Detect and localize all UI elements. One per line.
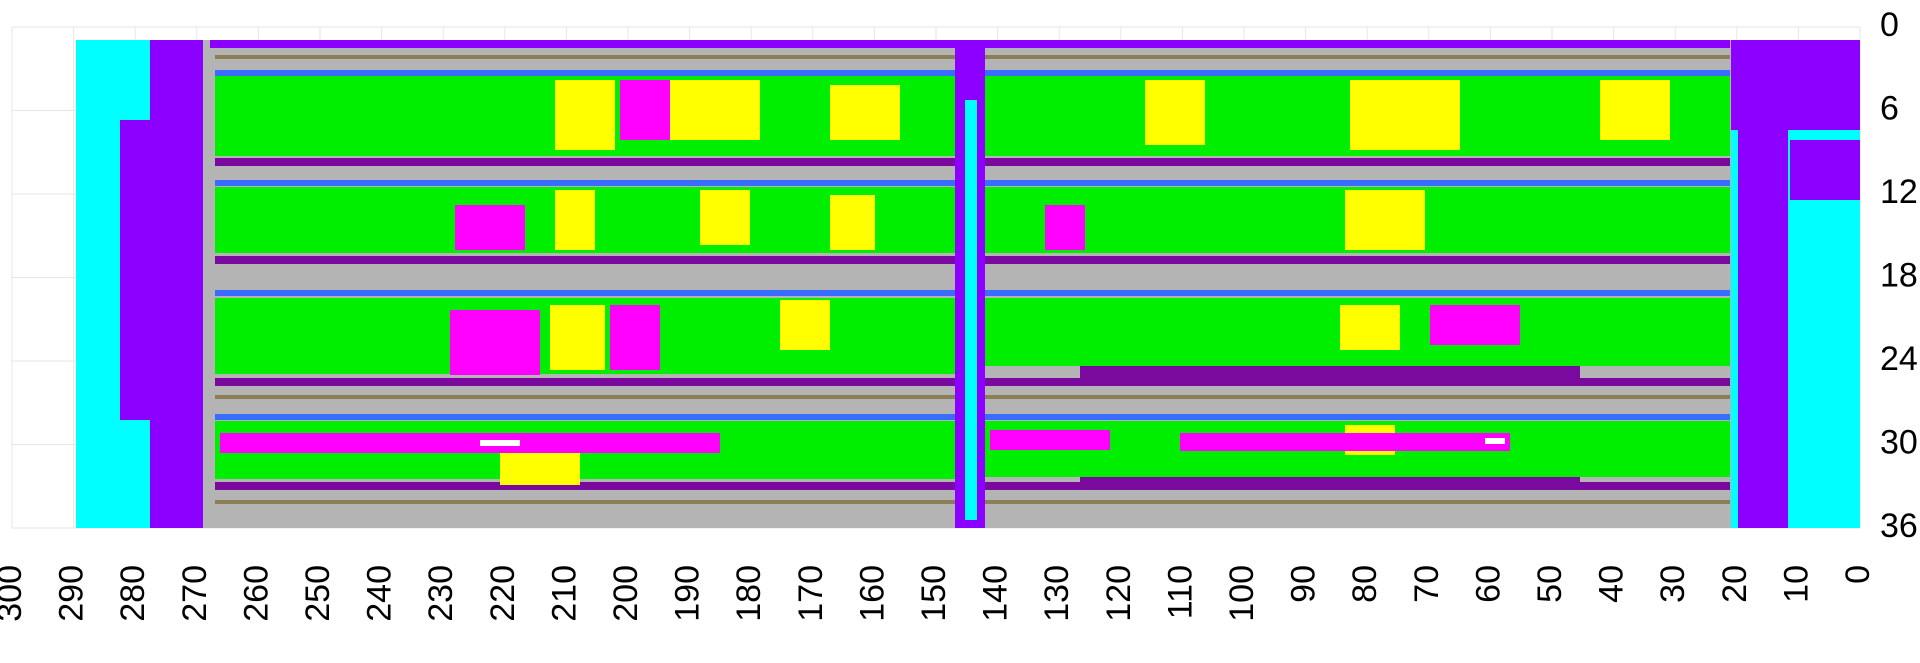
y-tick-label: 6 [1880,89,1899,127]
x-tick-label: 30 [1654,565,1692,603]
x-tick-label: 190 [669,565,707,622]
raster-block [480,440,520,446]
raster-block [1430,305,1520,345]
y-tick-label: 36 [1880,507,1918,545]
x-tick-label: 210 [545,565,583,622]
raster-block [555,80,615,150]
x-tick-label: 200 [607,565,645,622]
x-tick-label: 70 [1408,565,1446,603]
x-tick-label: 270 [176,565,214,622]
raster-block [965,100,977,520]
x-tick-label: 140 [977,565,1015,622]
raster-block [1145,80,1205,145]
x-tick-label: 220 [484,565,522,622]
x-tick-label: 40 [1593,565,1631,603]
raster-block [1600,80,1670,140]
x-tick-label: 0 [1839,565,1877,584]
x-tick-label: 170 [792,565,830,622]
raster-block [1180,433,1510,451]
raster-block [670,80,760,140]
chart: 0612182430363002902802702602502402302202… [0,0,1920,663]
raster-block [830,85,900,140]
raster-block [990,430,1110,450]
raster-block [1485,438,1505,444]
raster-block [1738,40,1788,528]
x-tick-label: 50 [1531,565,1569,603]
x-tick-label: 100 [1223,565,1261,622]
raster-block [1045,205,1085,250]
raster-image [76,40,1860,528]
x-tick-label: 10 [1777,565,1815,603]
x-tick-label: 80 [1346,565,1384,603]
raster-block [450,310,540,375]
x-tick-label: 20 [1716,565,1754,603]
y-tick-label: 24 [1880,340,1918,378]
raster-block [550,305,605,370]
x-tick-label: 260 [237,565,275,622]
x-tick-label: 300 [0,565,29,622]
raster-block [220,433,720,453]
raster-block [780,300,830,350]
raster-block [1350,80,1460,150]
x-tick-label: 90 [1285,565,1323,603]
x-tick-label: 130 [1038,565,1076,622]
x-tick-label: 230 [422,565,460,622]
raster-block [555,190,595,250]
y-tick-label: 0 [1880,6,1899,44]
x-tick-label: 280 [114,565,152,622]
x-tick-label: 290 [53,565,91,622]
x-tick-label: 240 [361,565,399,622]
raster-block [1345,190,1425,250]
raster-block [500,450,580,485]
y-tick-label: 18 [1880,256,1918,294]
raster-block [455,205,525,250]
raster-block [620,80,670,140]
y-tick-label: 12 [1880,173,1918,211]
x-tick-label: 120 [1100,565,1138,622]
x-tick-label: 160 [853,565,891,622]
x-tick-label: 150 [915,565,953,622]
x-tick-label: 110 [1161,565,1199,619]
x-tick-label: 250 [299,565,337,622]
x-tick-label: 60 [1469,565,1507,603]
raster-block [610,305,660,370]
raster-block [1340,305,1400,350]
raster-block [700,190,750,245]
raster-block [830,195,875,250]
raster-block [120,120,160,420]
raster-block [1790,140,1860,200]
y-tick-label: 30 [1880,423,1918,461]
x-tick-label: 180 [730,565,768,622]
